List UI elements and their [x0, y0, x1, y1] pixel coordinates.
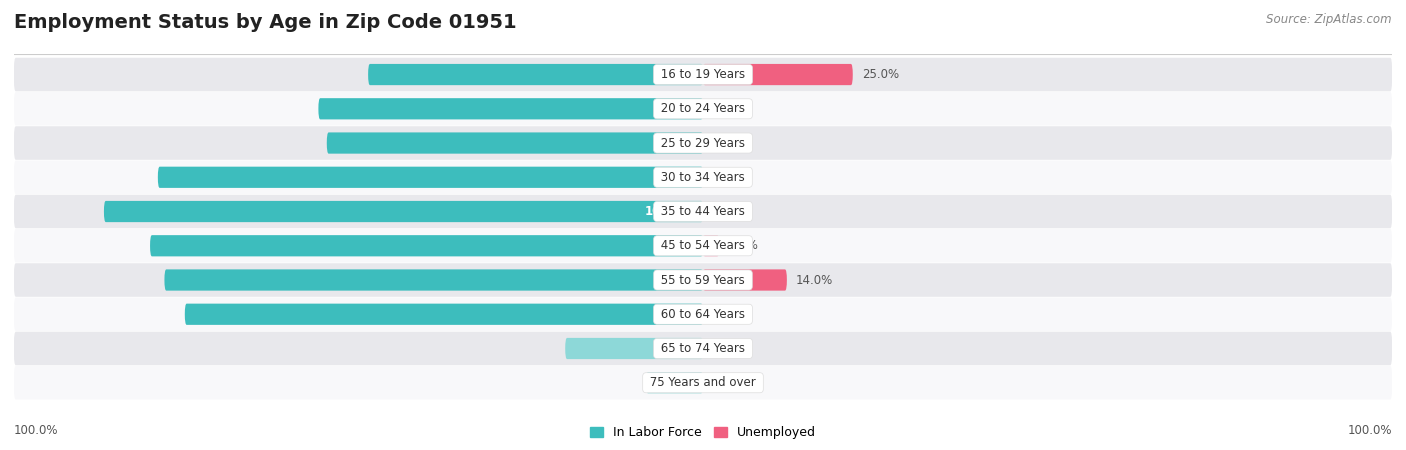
Text: 45 to 54 Years: 45 to 54 Years [657, 239, 749, 252]
Text: 23.0%: 23.0% [654, 342, 695, 355]
FancyBboxPatch shape [14, 332, 1392, 365]
FancyBboxPatch shape [368, 64, 703, 85]
Text: 100.0%: 100.0% [1347, 423, 1392, 436]
Text: 35 to 44 Years: 35 to 44 Years [657, 205, 749, 218]
Text: 64.2%: 64.2% [652, 102, 695, 115]
FancyBboxPatch shape [14, 297, 1392, 331]
FancyBboxPatch shape [157, 166, 703, 188]
FancyBboxPatch shape [14, 92, 1392, 126]
FancyBboxPatch shape [703, 270, 787, 291]
FancyBboxPatch shape [14, 366, 1392, 400]
Text: 0.0%: 0.0% [711, 136, 741, 149]
Text: 100.0%: 100.0% [14, 423, 59, 436]
Text: 60 to 64 Years: 60 to 64 Years [657, 308, 749, 321]
FancyBboxPatch shape [703, 235, 720, 256]
FancyBboxPatch shape [14, 58, 1392, 91]
Text: Source: ZipAtlas.com: Source: ZipAtlas.com [1267, 14, 1392, 27]
FancyBboxPatch shape [14, 126, 1392, 160]
Text: 100.0%: 100.0% [645, 205, 695, 218]
Text: 0.0%: 0.0% [711, 376, 741, 389]
Text: 0.0%: 0.0% [711, 102, 741, 115]
Text: 62.8%: 62.8% [652, 136, 695, 149]
FancyBboxPatch shape [14, 161, 1392, 194]
Text: 20 to 24 Years: 20 to 24 Years [657, 102, 749, 115]
Legend: In Labor Force, Unemployed: In Labor Force, Unemployed [585, 421, 821, 445]
Text: 2.7%: 2.7% [728, 239, 758, 252]
Text: 25 to 29 Years: 25 to 29 Years [657, 136, 749, 149]
Text: 89.9%: 89.9% [652, 274, 695, 287]
Text: 0.0%: 0.0% [711, 308, 741, 321]
Text: 91.0%: 91.0% [654, 171, 695, 184]
Text: 65 to 74 Years: 65 to 74 Years [657, 342, 749, 355]
Text: 25.0%: 25.0% [862, 68, 898, 81]
FancyBboxPatch shape [14, 195, 1392, 228]
FancyBboxPatch shape [326, 132, 703, 153]
FancyBboxPatch shape [184, 304, 703, 325]
FancyBboxPatch shape [318, 98, 703, 119]
Text: 30 to 34 Years: 30 to 34 Years [657, 171, 749, 184]
FancyBboxPatch shape [14, 229, 1392, 262]
Text: 92.3%: 92.3% [654, 239, 695, 252]
Text: 0.0%: 0.0% [711, 342, 741, 355]
Text: Employment Status by Age in Zip Code 01951: Employment Status by Age in Zip Code 019… [14, 14, 516, 32]
FancyBboxPatch shape [14, 263, 1392, 297]
FancyBboxPatch shape [703, 64, 853, 85]
FancyBboxPatch shape [165, 270, 703, 291]
Text: 9.5%: 9.5% [661, 376, 695, 389]
FancyBboxPatch shape [647, 372, 703, 393]
Text: 75 Years and over: 75 Years and over [647, 376, 759, 389]
FancyBboxPatch shape [150, 235, 703, 256]
Text: 0.0%: 0.0% [711, 171, 741, 184]
FancyBboxPatch shape [104, 201, 703, 222]
Text: 55.9%: 55.9% [652, 68, 695, 81]
Text: 0.0%: 0.0% [711, 205, 741, 218]
Text: 55 to 59 Years: 55 to 59 Years [657, 274, 749, 287]
FancyBboxPatch shape [565, 338, 703, 359]
Text: 16 to 19 Years: 16 to 19 Years [657, 68, 749, 81]
Text: 86.5%: 86.5% [652, 308, 695, 321]
Text: 14.0%: 14.0% [796, 274, 834, 287]
